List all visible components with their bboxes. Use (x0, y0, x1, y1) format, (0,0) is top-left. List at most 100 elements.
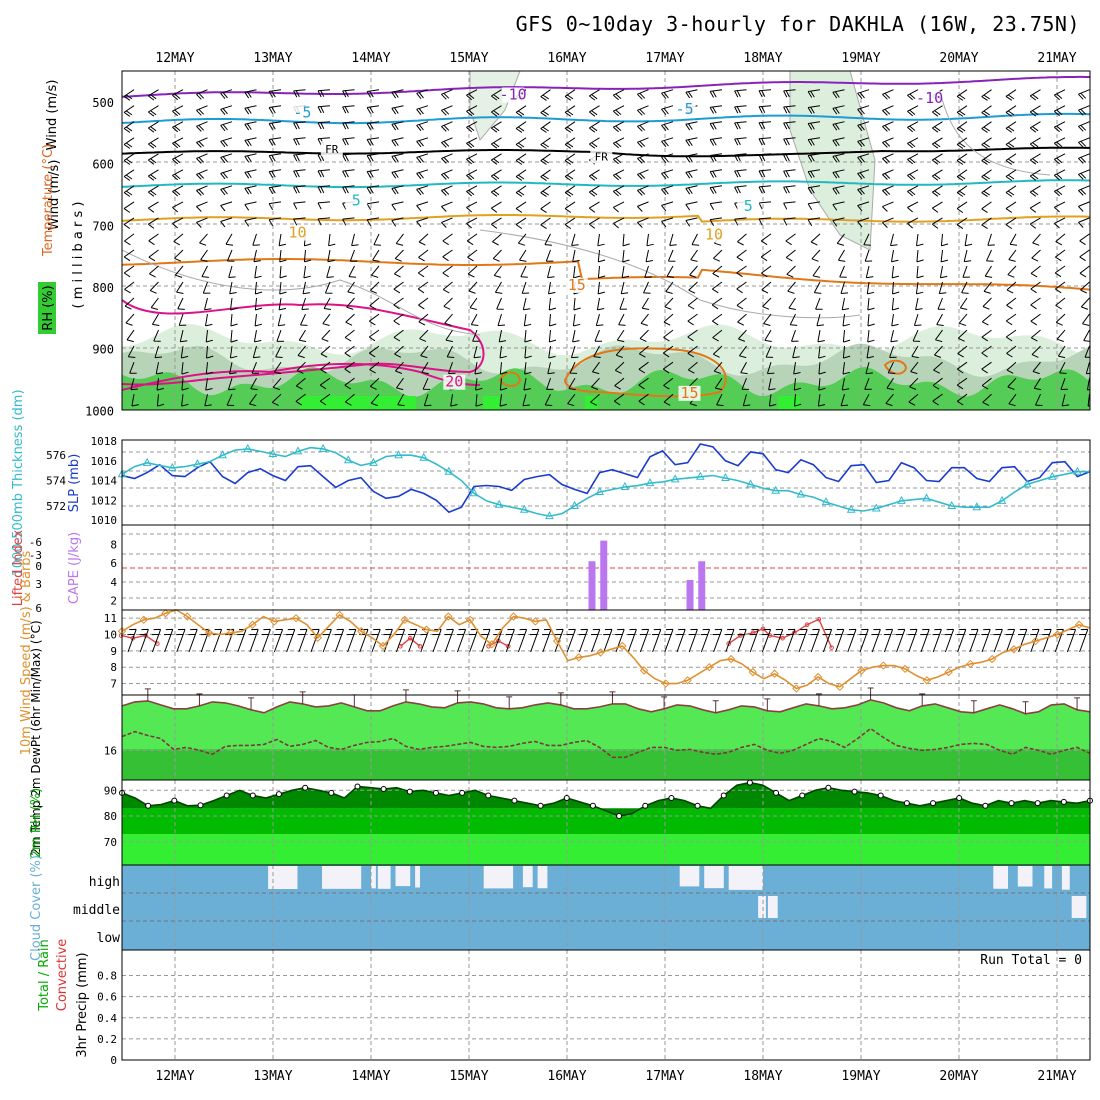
wind-barb (368, 329, 380, 342)
wind-barb (540, 137, 551, 149)
thickness-line-marker (1073, 466, 1082, 475)
date-label-bottom: 19MAY (841, 1069, 880, 1084)
wind-barb (181, 378, 189, 391)
rh-line-marker (825, 784, 832, 791)
wind-barb (570, 345, 579, 359)
wind-barb (196, 105, 208, 116)
rh-band-bright (778, 396, 800, 410)
wind-barb (1079, 233, 1090, 246)
wind-barb (418, 313, 429, 326)
high-cloud-gap (377, 866, 391, 889)
wind-barb (588, 137, 600, 149)
wind-barb (244, 105, 257, 115)
wind-barb (956, 137, 968, 149)
wind-barb (1079, 265, 1090, 278)
wind-barb (1033, 377, 1042, 391)
wind-barb (174, 249, 184, 262)
wind-barb (157, 410, 164, 422)
li-marker (738, 633, 743, 638)
wind-barb (588, 105, 600, 117)
isotherm-label-bg (286, 225, 309, 241)
wind-barb (807, 185, 821, 194)
wind-speed-line-marker (748, 667, 758, 677)
wind-speed-line-marker (705, 663, 714, 672)
wind-barb (475, 378, 483, 391)
wind-barb (445, 329, 453, 343)
wind-barb (791, 329, 799, 342)
wind-barb (1029, 201, 1041, 213)
wind-barb (254, 297, 263, 311)
rh-line-marker (956, 795, 963, 802)
isotherm-5 (122, 179, 1090, 189)
wind-barb (832, 89, 845, 99)
wind-barb (319, 393, 331, 406)
rh-band-mid (122, 808, 1090, 835)
wind-barb (981, 329, 992, 342)
wind-barb (597, 233, 605, 247)
wind-speed-line-marker (661, 679, 671, 688)
rh-band-bright (300, 396, 410, 410)
wind-barb (1078, 153, 1090, 164)
cape-li-panel: -6-30 3 6 2 4 6 8 Lifted Index CAPE (J/kg) (11, 524, 1091, 650)
wind-barb (522, 394, 530, 407)
wind-speed-line-marker (835, 682, 845, 692)
wind-barb (544, 233, 552, 246)
wind-barb (317, 185, 331, 194)
wind-barb (317, 169, 331, 178)
wind-barb (588, 201, 600, 213)
wind-barb (1008, 249, 1017, 262)
wind-barb (1029, 137, 1041, 149)
date-label-top: 21MAY (1037, 51, 1076, 66)
wind-barb (515, 153, 527, 165)
date-label-bottom: 20MAY (939, 1069, 978, 1084)
wind-barb (916, 249, 924, 263)
wind-barb (492, 233, 502, 246)
wind-barb (328, 233, 336, 247)
wind-barb (685, 169, 698, 179)
wind-barbs-upper (123, 89, 1090, 422)
wind-barb (763, 313, 772, 326)
wind-barb (672, 409, 673, 410)
wind-barb (148, 137, 159, 149)
wind-barb (1006, 281, 1017, 294)
thickness-line-marker (796, 489, 806, 498)
wind-barb (865, 362, 873, 375)
wind-barb (1053, 185, 1066, 197)
wind-barb (301, 297, 309, 310)
wind-barb (662, 345, 674, 358)
wind-barb (220, 89, 233, 100)
wind-barb (524, 330, 532, 343)
wind-barb (1005, 217, 1017, 230)
wind-barb (540, 169, 551, 182)
thickness-line-marker (746, 479, 755, 488)
rh-line-marker (930, 800, 937, 807)
wind-barb (1037, 410, 1044, 421)
wind-barb (268, 201, 282, 210)
wind-barb (305, 409, 306, 410)
wind-barb (981, 105, 992, 117)
wind-barb (596, 297, 605, 311)
wind-barb (936, 313, 944, 326)
wind-barb-10m (932, 628, 942, 653)
wind-label: Wind (m/s) (47, 160, 62, 231)
wind-barb (1078, 89, 1090, 100)
precip-legend-convective: Convective (55, 939, 70, 1012)
wind-barb (474, 362, 482, 375)
wind-barb-10m (749, 628, 759, 653)
wind-barb (913, 313, 922, 326)
wind-barb (932, 217, 943, 229)
isotherm-label-bg (737, 199, 760, 215)
wind-barb (886, 377, 894, 391)
wind-barb (172, 137, 184, 149)
wind-barb (758, 137, 772, 146)
wind-10m-axis-label: 10m Wind Speed (m/s) & Barbs (19, 550, 34, 755)
wind-barb (181, 410, 188, 422)
wind-barb (837, 249, 846, 262)
li-marker (417, 644, 423, 649)
wind-barb (882, 137, 894, 148)
wind-barb (564, 105, 576, 117)
wind-barb (982, 393, 992, 406)
wind-speed-line-marker (509, 612, 518, 621)
wind-barb (907, 153, 919, 165)
wind-barb (661, 121, 674, 132)
